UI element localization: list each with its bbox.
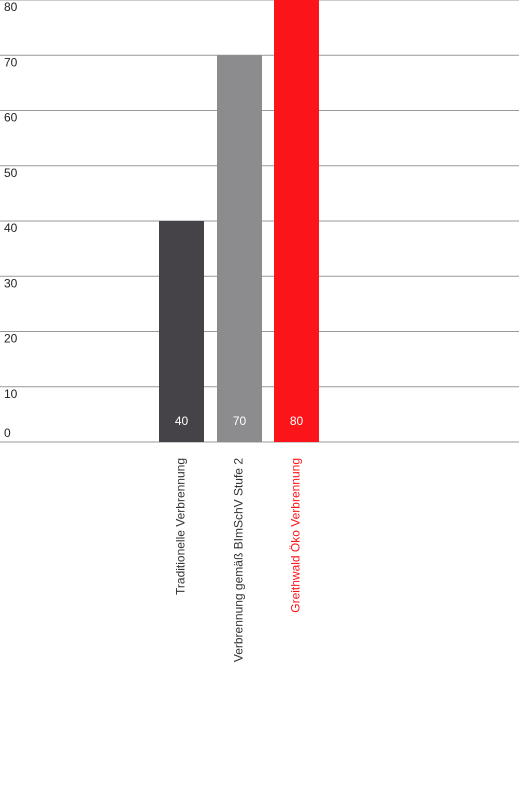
x-tick-label: Greithwald Öko Verbrennung — [289, 458, 303, 613]
y-tick-label: 20 — [4, 332, 18, 346]
x-tick-label: Traditionelle Verbrennung — [174, 458, 188, 595]
y-tick-label: 60 — [4, 111, 18, 125]
value-label: 80 — [290, 414, 304, 428]
y-tick-label: 0 — [4, 426, 11, 440]
x-tick-label: Verbrennung gemäß BImSchV Stufe 2 — [232, 458, 246, 662]
y-tick-label: 40 — [4, 221, 18, 235]
value-label: 40 — [175, 414, 189, 428]
value-label: 70 — [233, 414, 247, 428]
y-tick-label: 50 — [4, 166, 18, 180]
bar — [217, 55, 262, 442]
y-tick-label: 10 — [4, 387, 18, 401]
y-tick-label: 80 — [4, 0, 18, 14]
y-tick-label: 70 — [4, 55, 18, 69]
bar — [274, 0, 319, 442]
y-tick-label: 30 — [4, 276, 18, 290]
bar — [159, 221, 204, 442]
